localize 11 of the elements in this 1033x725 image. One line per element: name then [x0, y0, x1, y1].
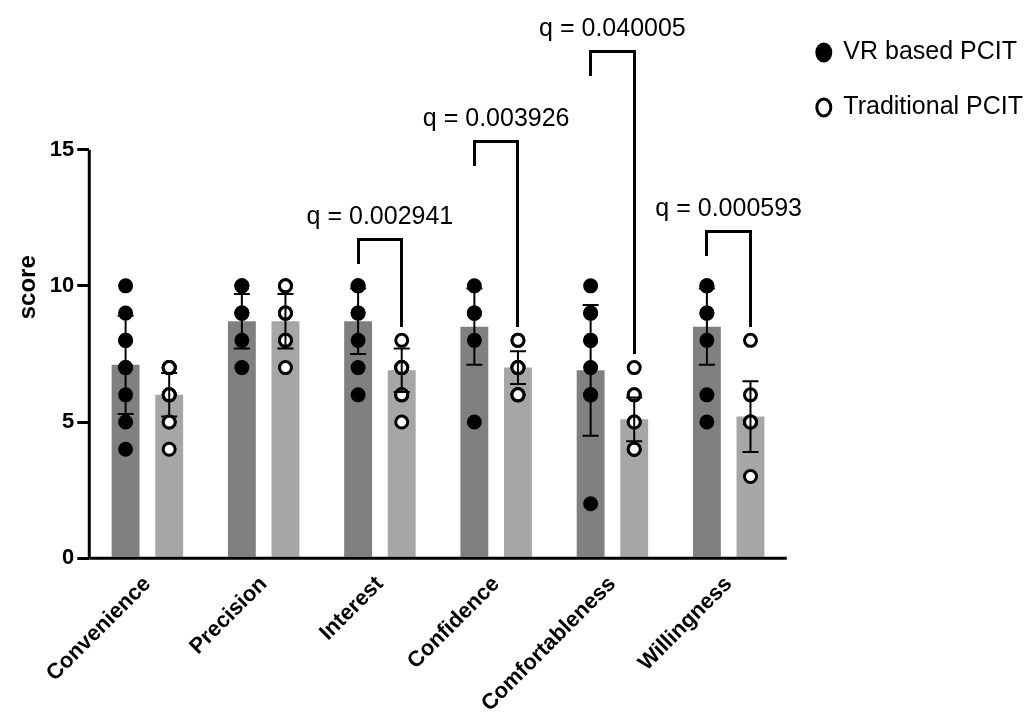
y-tick-label: 15: [49, 135, 75, 161]
y-tick-label: 0: [62, 544, 75, 570]
legend-label: Traditional PCIT: [843, 91, 1023, 120]
y-axis-title: score: [13, 255, 41, 320]
y-tick-label: 10: [49, 271, 75, 297]
text: q = 0.003926: [422, 102, 570, 131]
y-tick-label: 5: [62, 408, 75, 434]
text: q = 0.040005: [539, 13, 686, 41]
annotation: q = 0.002941: [306, 200, 454, 229]
legend-label: VR based PCIT: [843, 36, 1017, 65]
annotation: q = 0.000593: [655, 192, 803, 221]
